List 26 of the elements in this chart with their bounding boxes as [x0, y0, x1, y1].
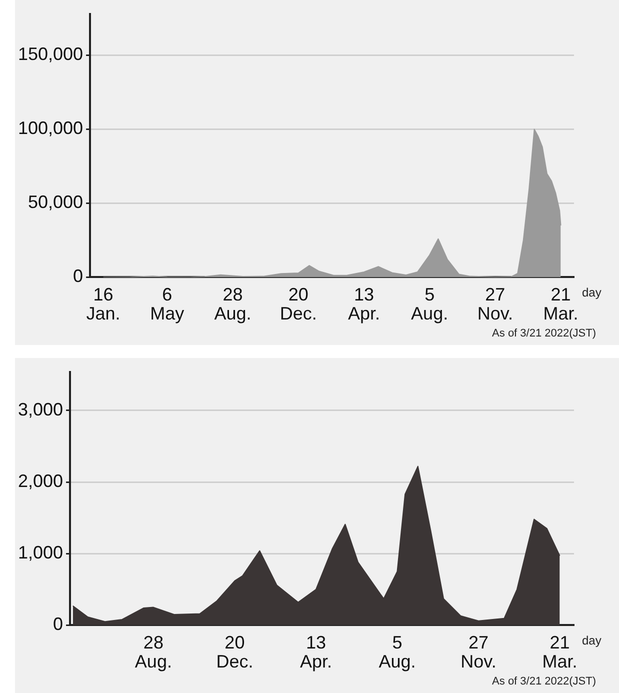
x-tick-label: 5 Aug. [411, 284, 448, 324]
text: As of 3/21 2022(JST) [492, 676, 596, 688]
x-tick-label: 28 Aug. [214, 284, 252, 324]
x-axis-title: day [582, 286, 602, 300]
y-tick-label: 100,000 [18, 118, 84, 138]
y-tick-label: 0 [73, 266, 84, 286]
y-tick-label: 50,000 [28, 192, 84, 212]
x-tick-label: 20 Dec. [280, 284, 317, 324]
y-tick-label: 150,000 [18, 44, 84, 64]
y-tick-label: 3,000 [18, 399, 64, 420]
x-tick-label: 28 Aug. [134, 632, 172, 672]
x-axis-title: day [582, 634, 602, 648]
x-tick-label: 21 Mar. [543, 284, 578, 324]
x-tick-label: 6 May [150, 284, 184, 324]
x-tick-label: 27 Nov. [460, 632, 496, 672]
x-tick-label: 20 Dec. [216, 632, 254, 672]
x-tick-label: 13 Apr. [348, 284, 380, 324]
y-tick-label: 0 [53, 614, 64, 634]
x-tick-label: 16 Jan. [86, 284, 120, 324]
x-tick-label: 21 Mar. [542, 632, 578, 672]
y-tick-label: 2,000 [18, 471, 64, 492]
x-tick-label: 27 Nov. [477, 284, 514, 324]
x-tick-label: 5 Aug. [378, 632, 416, 672]
text: As of 3/21 2022(JST) [492, 328, 596, 340]
x-tick-label: 13 Apr. [300, 632, 332, 672]
y-tick-label: 1,000 [18, 542, 64, 563]
